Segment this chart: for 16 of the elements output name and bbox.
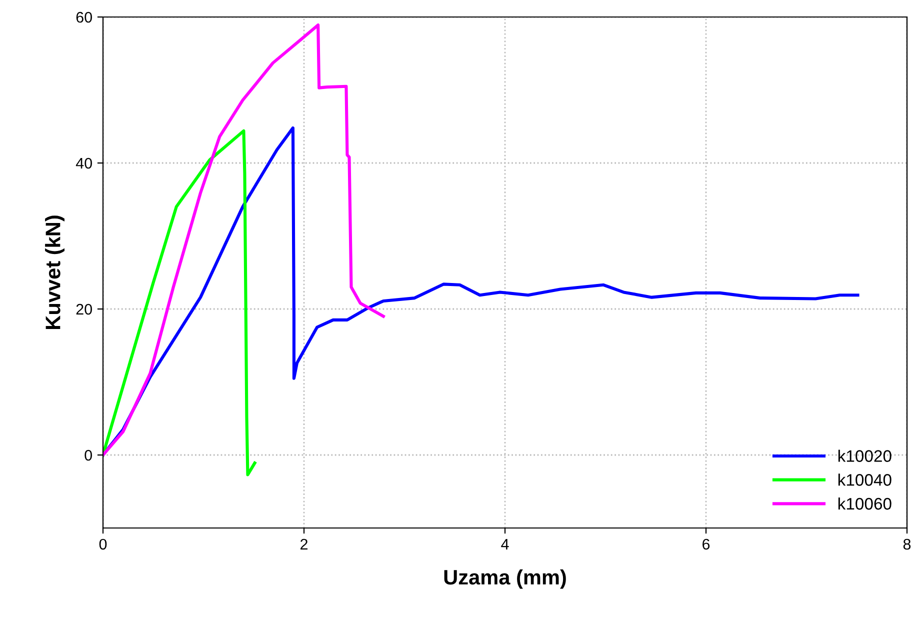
- line-series: [103, 24, 385, 457]
- x-tick-label: 8: [903, 538, 911, 550]
- legend-label: k10060: [838, 497, 892, 510]
- y-axis-title: Kuvvet (kN): [45, 216, 64, 329]
- x-tick-label: 0: [99, 538, 107, 550]
- legend-label: k10020: [838, 450, 892, 462]
- x-tick-label: 6: [702, 538, 710, 550]
- legend-label: k10040: [838, 474, 892, 486]
- x-axis-title: Uzama (mm): [444, 569, 566, 589]
- y-tick-label: 60: [76, 12, 92, 23]
- x-tick-label: 2: [300, 538, 308, 550]
- y-tick-label: 40: [76, 158, 92, 169]
- y-tick-label: 0: [84, 450, 92, 461]
- y-tick-label: 20: [76, 304, 92, 315]
- line-series: [103, 129, 256, 476]
- x-tick-label: 4: [501, 538, 509, 550]
